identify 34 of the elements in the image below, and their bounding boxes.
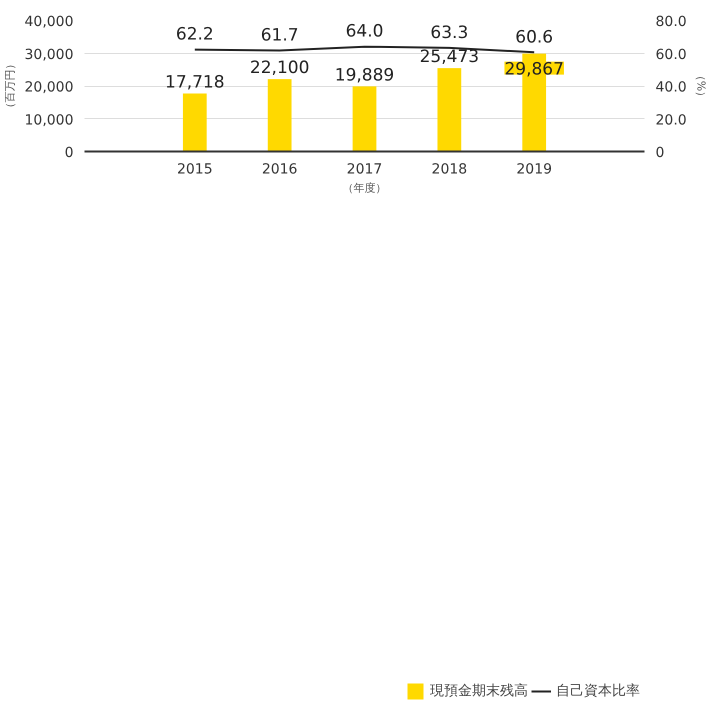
bar (182, 93, 207, 152)
data-label: 63.3 (430, 22, 468, 43)
y-tick-label: 20,000 (24, 80, 74, 96)
data-label: 25,473 (420, 47, 480, 68)
x-tick-label: 2019 (516, 162, 552, 178)
bar (268, 79, 292, 152)
y2-tick-label: 40.0 (656, 80, 687, 96)
y2-axis-title: （%） (694, 70, 708, 102)
data-label: 61.7 (260, 25, 299, 46)
bar (437, 68, 462, 152)
legend-label: 現預金期末残高 (430, 682, 528, 700)
data-label: 19,889 (334, 65, 394, 86)
y-tick-label: 40,000 (24, 14, 74, 30)
y2-tick-label: 60.0 (656, 46, 687, 63)
y-tick-label: 30,000 (24, 46, 74, 63)
y2-tick-label: 20.0 (656, 112, 687, 128)
y2-tick-label: 0 (656, 145, 664, 161)
x-tick-label: 2016 (262, 162, 298, 178)
data-label: 22,100 (250, 58, 310, 78)
y-axis-title: （百万円） (4, 58, 17, 114)
y-tick-label: 10,000 (24, 112, 74, 128)
x-axis-title: （年度） (342, 182, 386, 194)
data-label: 60.6 (515, 27, 554, 48)
x-tick-label: 2015 (176, 162, 213, 178)
data-label: 64.0 (346, 22, 384, 42)
x-tick-label: 2018 (432, 162, 468, 178)
data-label: 17,718 (165, 72, 225, 92)
x-tick-label: 2017 (346, 162, 382, 178)
data-label: 29,867 (504, 60, 564, 80)
data-label: 62.2 (176, 24, 214, 45)
bar (352, 86, 376, 152)
y-tick-label: 0 (64, 145, 74, 161)
y2-tick-label: 80.0 (656, 14, 687, 30)
legend-label: 自己資本比率 (556, 682, 640, 700)
